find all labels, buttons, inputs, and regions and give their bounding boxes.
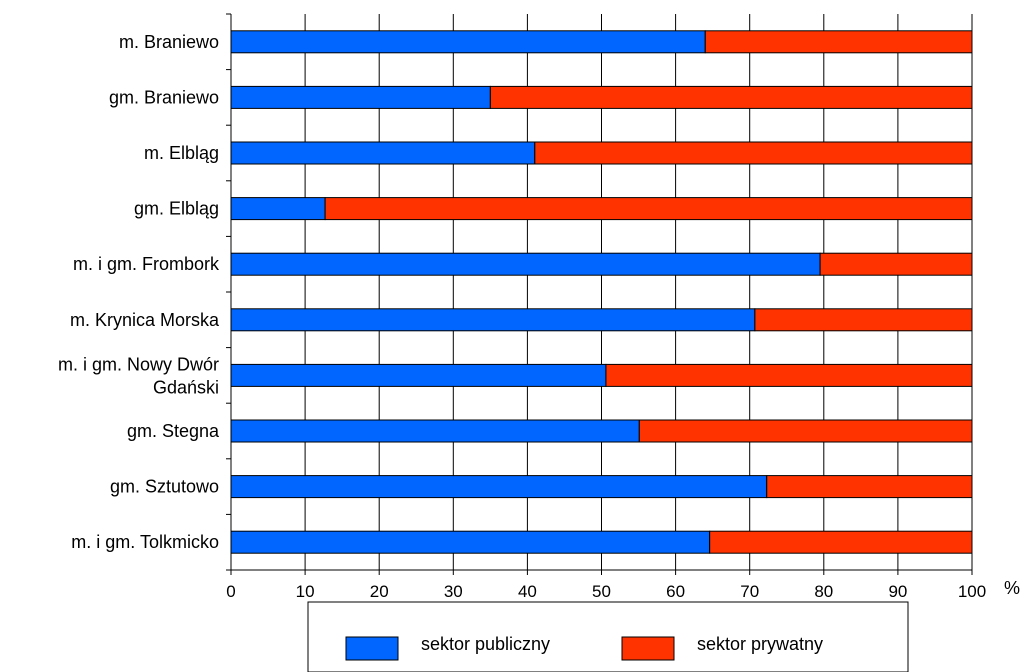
bar-public — [230, 197, 326, 221]
x-tick-label: 60 — [666, 582, 685, 601]
category-label: m. Braniewo — [119, 32, 219, 52]
legend-frame — [307, 601, 909, 672]
bar-private — [638, 419, 973, 443]
x-tick-label: 0 — [226, 582, 235, 601]
category-label: gm. Stegna — [127, 421, 220, 441]
legend-swatch-public — [345, 636, 399, 661]
x-tick-label: 80 — [814, 582, 833, 601]
bar-public — [230, 141, 536, 165]
category-label: m. i gm. Frombork — [73, 254, 220, 274]
bars — [230, 30, 973, 554]
category-label: gm. Braniewo — [109, 87, 219, 107]
x-tick-label: 90 — [888, 582, 907, 601]
x-tick-label: 50 — [592, 582, 611, 601]
legend-label-private: sektor prywatny — [697, 634, 823, 654]
bar-private — [819, 252, 973, 276]
category-label: gm. Elbląg — [134, 199, 219, 219]
category-label: m. i gm. Nowy Dwór Gdański — [58, 354, 219, 397]
bar-public — [230, 85, 491, 109]
category-label: gm. Sztutowo — [110, 477, 219, 497]
bar-private — [704, 30, 973, 54]
x-tick-label: 70 — [740, 582, 759, 601]
x-axis-unit: % — [1004, 578, 1020, 598]
x-tick-label: 10 — [296, 582, 315, 601]
bar-private — [766, 475, 973, 499]
bar-public — [230, 30, 706, 54]
bar-private — [605, 363, 973, 387]
legend: sektor publiczny sektor prywatny — [307, 601, 909, 672]
bar-private — [324, 197, 973, 221]
bar-public — [230, 475, 768, 499]
category-label: m. Elbląg — [144, 143, 219, 163]
legend-label-public: sektor publiczny — [421, 634, 550, 654]
bar-public — [230, 419, 640, 443]
category-label: m. i gm. Tolkmicko — [71, 532, 219, 552]
bar-private — [534, 141, 973, 165]
bar-public — [230, 363, 607, 387]
x-tick-label: 30 — [444, 582, 463, 601]
category-label: m. Krynica Morska — [70, 310, 220, 330]
bar-public — [230, 252, 821, 276]
x-tick-label: 40 — [518, 582, 537, 601]
x-tick-label: 20 — [370, 582, 389, 601]
y-axis-labels: m. Braniewo gm. Braniewo m. Elbląg gm. Elbl… — [58, 32, 220, 552]
legend-swatch-private — [621, 636, 675, 661]
bar-private — [709, 530, 973, 554]
bar-public — [230, 308, 756, 332]
bar-private — [754, 308, 973, 332]
bar-private — [489, 85, 973, 109]
bar-public — [230, 530, 711, 554]
x-tick-label: 100 — [958, 582, 986, 601]
x-axis-ticks: 0 10 20 30 40 50 60 70 80 90 100 — [226, 570, 986, 601]
